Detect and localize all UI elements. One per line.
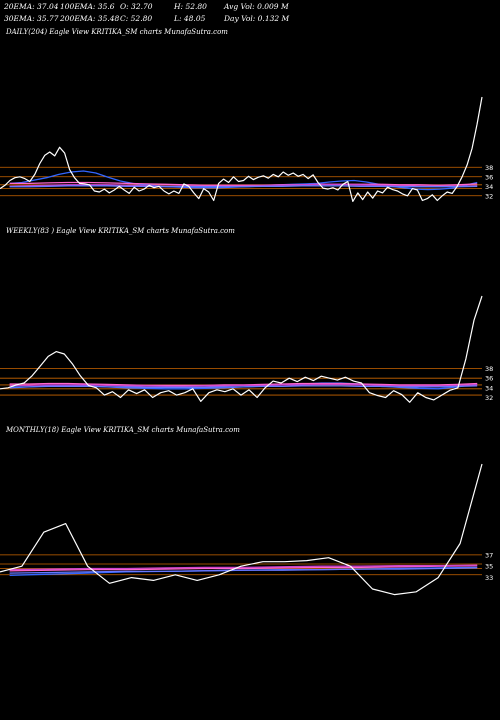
ema30-value: 30EMA: 35.77	[4, 14, 59, 23]
y-tick-label: 36	[485, 173, 493, 181]
ema100-value: 100EMA: 35.6	[60, 2, 115, 11]
series-line-price	[0, 96, 483, 202]
series-line-ema_mid	[9, 181, 478, 186]
y-tick-label: 32	[485, 192, 493, 200]
day-vol-value: Day Vol: 0.132 M	[224, 14, 290, 23]
monthly-chart-svg: 37 35 33	[0, 463, 493, 596]
ema200-value: 200EMA: 35.48	[60, 14, 120, 23]
ema20-value: 20EMA: 37.04	[4, 2, 59, 11]
weekly-chart-panel: WEEKLY(83 ) Eagle View KRITIKA_SM charts…	[0, 226, 500, 426]
series-line-price	[0, 295, 483, 403]
series-line-ema_long	[9, 564, 478, 571]
y-tick-label: 32	[485, 394, 493, 402]
low-value: L: 48.05	[174, 14, 206, 23]
weekly-chart-title: WEEKLY(83 ) Eagle View KRITIKA_SM charts…	[6, 227, 235, 235]
daily-chart-panel: DAILY(204) Eagle View KRITIKA_SM charts …	[0, 26, 500, 226]
monthly-chart-panel: MONTHLY(18) Eagle View KRITIKA_SM charts…	[0, 424, 500, 624]
y-tick-label: 34	[485, 384, 493, 392]
high-value: H: 52.80	[174, 2, 207, 11]
y-tick-label: 35	[485, 563, 493, 571]
y-tick-label: 37	[485, 551, 493, 559]
header-row-1: 20EMA: 37.04 100EMA: 35.6 O: 32.70 H: 52…	[4, 2, 499, 12]
monthly-chart-title: MONTHLY(18) Eagle View KRITIKA_SM charts…	[6, 426, 240, 434]
avg-vol-value: Avg Vol: 0.009 M	[224, 2, 289, 11]
y-tick-label: 33	[485, 574, 493, 582]
series-line-ema_slow	[9, 185, 478, 188]
series-line-ema_slow	[9, 567, 478, 574]
series-line-ema_slow	[9, 385, 478, 388]
close-value: C: 52.80	[120, 14, 153, 23]
series-line-price	[0, 463, 483, 596]
daily-chart-title: DAILY(204) Eagle View KRITIKA_SM charts …	[6, 28, 228, 36]
y-tick-label: 38	[485, 365, 493, 373]
y-tick-label: 36	[485, 375, 493, 383]
y-tick-label: 38	[485, 164, 493, 172]
y-tick-label: 34	[485, 183, 493, 191]
series-line-ema_mid	[9, 565, 478, 572]
header-row-2: 30EMA: 35.77 200EMA: 35.48 C: 52.80 L: 4…	[4, 14, 499, 24]
open-value: O: 32.70	[120, 2, 153, 11]
